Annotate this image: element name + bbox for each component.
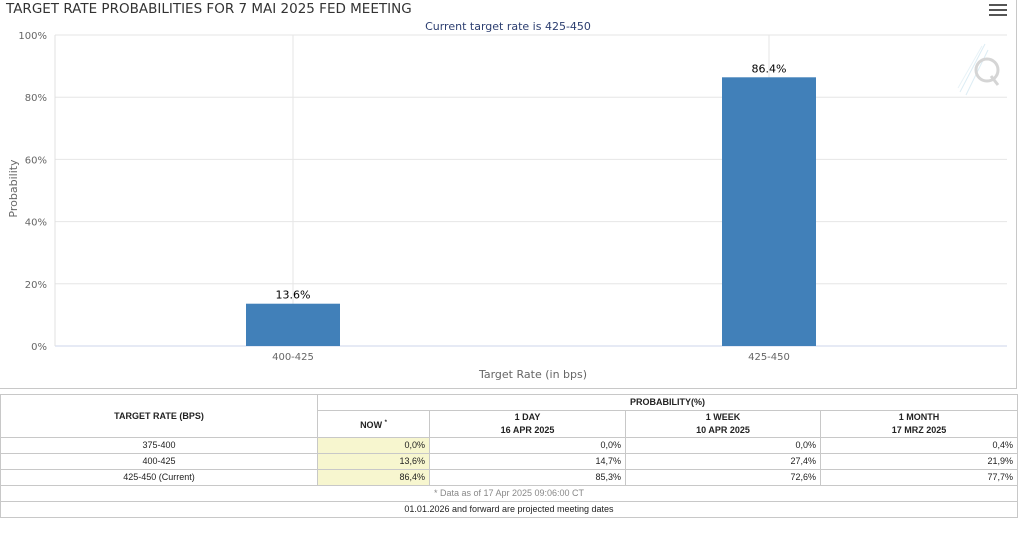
row-rate: 425-450 (Current) (0, 469, 318, 486)
q-logo-watermark (957, 43, 1000, 96)
y-tick-label: 60% (25, 155, 47, 166)
gridlines (55, 34, 1007, 347)
value-now: 0,0% (317, 437, 430, 454)
menu-line (989, 4, 1007, 6)
value-1month: 21,9% (820, 453, 1018, 470)
projected-dates-footer: 01.01.2026 and forward are projected mee… (0, 501, 1018, 518)
value-1month: 77,7% (820, 469, 1018, 486)
row-rate: 375-400 (0, 437, 318, 454)
column-now-label: NOW (360, 419, 383, 430)
column-now-header: NOW * (317, 410, 430, 438)
labels: 0% 20% 40% 60% 80% 100% 13.6% 400-425 86.4% 425-4… (7, 31, 790, 381)
bar-425-450 (722, 77, 816, 347)
bar-chart: 0% 20% 40% 60% 80% 100% 13.6% 400-425 86.4% 425-4… (7, 31, 1007, 381)
column-1month-date: 17 MRZ 2025 (891, 425, 947, 435)
chart-title: TARGET RATE PROBABILITIES FOR 7 MAI 2025… (6, 1, 412, 17)
table-row: 425-450 (Current) 86,4% 85,3% 72,6% 77,7… (0, 469, 1018, 486)
probability-table: TARGET RATE (BPS) PROBABILITY(%) NOW * 1… (0, 394, 1018, 518)
y-tick-label: 100% (18, 31, 47, 42)
menu-line (989, 9, 1007, 11)
chart-panel: 0% 20% 40% 60% 80% 100% 13.6% 400-425 86.4% 425-4… (0, 0, 1017, 389)
value-1month: 0,4% (820, 437, 1018, 454)
bar-400-425 (246, 303, 340, 346)
x-tick-label: 425-450 (748, 352, 790, 363)
column-1day-date: 16 APR 2025 (500, 425, 555, 435)
hamburger-menu-icon[interactable] (989, 2, 1007, 18)
bars (246, 77, 816, 347)
probability-header: PROBABILITY(%) (317, 394, 1018, 411)
chart-subtitle: Current target rate is 425-450 (425, 20, 591, 33)
x-tick-label: 400-425 (272, 352, 314, 363)
value-now: 13,6% (317, 453, 430, 470)
y-tick-label: 80% (25, 93, 47, 104)
row-rate: 400-425 (0, 453, 318, 470)
column-1week-header: 1 WEEK 10 APR 2025 (625, 410, 821, 438)
target-rate-header: TARGET RATE (BPS) (0, 394, 318, 438)
value-1day: 0,0% (429, 437, 626, 454)
value-1day: 85,3% (429, 469, 626, 486)
menu-line (989, 14, 1007, 16)
value-now: 86,4% (317, 469, 430, 486)
column-1month-label: 1 MONTH (898, 412, 940, 422)
table-row: 400-425 13,6% 14,7% 27,4% 21,9% (0, 453, 1018, 470)
column-1week-date: 10 APR 2025 (696, 425, 750, 435)
y-tick-label: 20% (25, 280, 47, 291)
data-label: 13.6% (276, 289, 311, 302)
y-tick-label: 0% (31, 342, 47, 353)
column-1month-header: 1 MONTH 17 MRZ 2025 (820, 410, 1018, 438)
column-1day-header: 1 DAY 16 APR 2025 (429, 410, 626, 438)
value-1week: 0,0% (625, 437, 821, 454)
probability-table-wrap: TARGET RATE (BPS) PROBABILITY(%) NOW * 1… (0, 394, 1018, 518)
value-1week: 27,4% (625, 453, 821, 470)
table-row: 375-400 0,0% 0,0% 0,0% 0,4% (0, 437, 1018, 454)
data-timestamp-note: * Data as of 17 Apr 2025 09:06:00 CT (0, 485, 1018, 502)
value-1week: 72,6% (625, 469, 821, 486)
column-1day-label: 1 DAY (514, 412, 541, 422)
data-label: 86.4% (752, 62, 787, 75)
now-footnote-marker: * (384, 419, 387, 426)
value-1day: 14,7% (429, 453, 626, 470)
y-tick-label: 40% (25, 218, 47, 229)
x-axis-title: Target Rate (in bps) (478, 368, 587, 381)
column-1week-label: 1 WEEK (705, 412, 741, 422)
y-axis-title: Probability (7, 159, 20, 218)
